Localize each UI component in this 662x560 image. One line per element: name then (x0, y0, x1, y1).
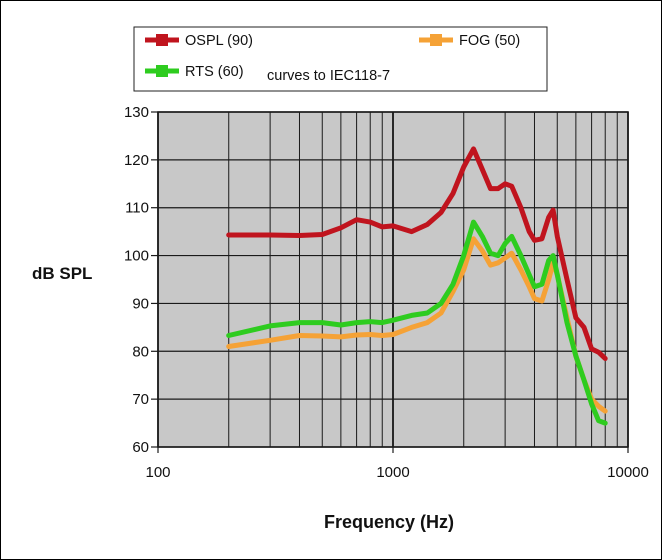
x-axis-title: Frequency (Hz) (324, 512, 454, 532)
x-axis: 100 1000 10000 (145, 447, 649, 481)
y-axis: 60 70 80 90 100 110 120 130 (124, 104, 158, 456)
y-tick-label: 90 (132, 295, 149, 312)
y-axis-title: dB SPL (32, 264, 92, 283)
x-tick-label: 1000 (376, 464, 409, 481)
series-line (226, 146, 608, 361)
y-tick-label: 100 (124, 248, 149, 265)
legend-note: curves to IEC118-7 (267, 68, 390, 84)
legend-label: OSPL (90) (185, 33, 253, 49)
legend-label: RTS (60) (185, 64, 244, 80)
series-layer (226, 146, 608, 426)
x-tick-label: 10000 (607, 464, 649, 481)
y-tick-label: 60 (132, 439, 149, 456)
legend: OSPL (90) FOG (50) RTS (60) (145, 33, 520, 80)
grid (157, 111, 629, 448)
y-tick-label: 110 (125, 200, 149, 217)
legend-box (133, 26, 548, 92)
x-tick-label: 100 (145, 464, 170, 481)
legend-swatch-marker (430, 34, 442, 46)
legend-swatch-marker (156, 65, 168, 77)
legend-swatch-marker (156, 34, 168, 46)
legend-label: FOG (50) (459, 33, 520, 49)
y-tick-label: 130 (124, 104, 149, 121)
y-tick-label: 70 (132, 391, 149, 408)
series-line (226, 219, 608, 426)
y-tick-label: 80 (132, 343, 149, 360)
y-tick-label: 120 (124, 152, 149, 169)
